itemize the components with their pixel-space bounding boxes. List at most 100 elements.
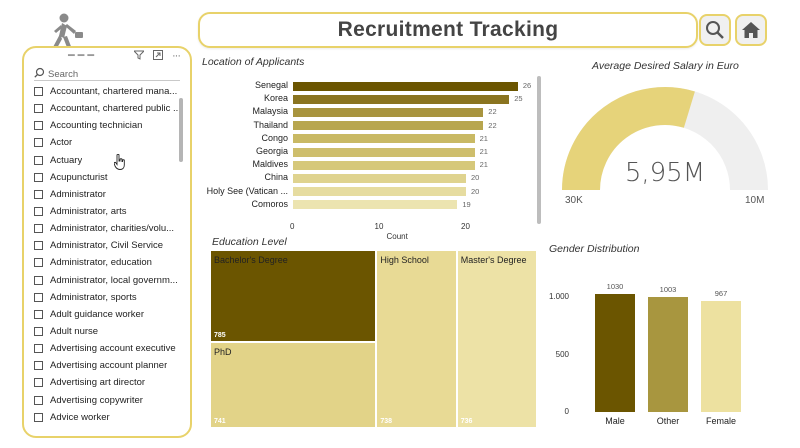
slicer-item[interactable]: Actor xyxy=(34,134,182,151)
slicer-checkbox[interactable] xyxy=(34,395,43,405)
location-bar xyxy=(293,200,458,210)
location-value-label: 21 xyxy=(479,133,488,143)
slicer-checkbox[interactable] xyxy=(34,207,43,217)
slicer-checkbox[interactable] xyxy=(34,361,43,371)
slicer-item[interactable]: Accountant, chartered public ... xyxy=(34,100,182,117)
slicer-checkbox[interactable] xyxy=(34,292,43,302)
slicer-scrollbar[interactable] xyxy=(179,98,183,162)
salary-gauge-title: Average Desired Salary in Euro xyxy=(592,60,739,72)
treemap-cell[interactable]: PhD 741 xyxy=(210,341,377,428)
location-category-label: Comoros xyxy=(251,198,288,209)
location-chart-title: Location of Applicants xyxy=(202,56,305,68)
slicer-item[interactable]: Advertising copywriter xyxy=(34,392,182,409)
search-button[interactable] xyxy=(699,14,731,46)
slicer-checkbox[interactable] xyxy=(34,327,43,337)
home-icon xyxy=(742,22,760,38)
slicer-item-label: Administrator, arts xyxy=(50,206,127,218)
more-options-icon[interactable]: ··· xyxy=(172,50,181,62)
slicer-checkbox[interactable] xyxy=(34,309,43,319)
slicer-checkbox[interactable] xyxy=(34,378,43,388)
location-value-label: 22 xyxy=(488,107,497,117)
home-button[interactable] xyxy=(735,14,767,46)
gender-category-label: Other xyxy=(656,416,680,426)
slicer-item[interactable]: Actuary xyxy=(34,152,182,169)
gender-axis-tick: 500 xyxy=(555,349,569,359)
location-bar xyxy=(293,187,466,197)
slicer-checkbox[interactable] xyxy=(34,241,43,251)
location-value-label: 22 xyxy=(488,120,497,130)
slicer-item[interactable]: Adult guidance worker xyxy=(34,306,182,323)
slicer-item[interactable]: Accounting technician xyxy=(34,117,182,134)
treemap-cell-value: 738 xyxy=(380,418,393,425)
treemap-cell[interactable]: High School 738 xyxy=(376,250,457,428)
location-category-label: Congo xyxy=(261,132,288,143)
slicer-checkbox[interactable] xyxy=(34,121,43,131)
location-bar-chart: Senegal 26 Korea 25 Malaysia 22 Thailand 22 Cong… xyxy=(202,76,542,246)
slicer-item[interactable]: Advertising account executive xyxy=(34,340,182,357)
treemap-cell-label: PhD xyxy=(214,346,232,357)
treemap-cell-value: 741 xyxy=(214,417,226,425)
slicer-item[interactable]: Advertising art director xyxy=(34,374,182,391)
treemap-cell-label: Master's Degree xyxy=(460,255,527,265)
treemap-cell[interactable]: Bachelor's Degree 785 xyxy=(210,250,377,342)
slicer-checkbox[interactable] xyxy=(34,344,43,354)
salary-gauge xyxy=(562,87,768,191)
filter-icon[interactable] xyxy=(132,50,146,63)
slicer-item-label: Acupuncturist xyxy=(50,171,108,183)
location-category-label: Malaysia xyxy=(252,106,288,117)
slicer-checkbox[interactable] xyxy=(34,224,43,234)
slicer-item[interactable]: Administrator, sports xyxy=(34,289,182,306)
location-value-label: 19 xyxy=(462,199,471,209)
slicer-search[interactable] xyxy=(34,67,180,81)
slicer-checkbox[interactable] xyxy=(34,412,43,422)
slicer-item[interactable]: Administrator xyxy=(34,186,182,203)
location-bar xyxy=(293,160,475,170)
location-chart-scrollbar[interactable] xyxy=(537,76,541,224)
location-value-label: 20 xyxy=(471,173,480,183)
location-bar xyxy=(293,94,510,104)
treemap-cell[interactable]: Master's Degree 736 xyxy=(456,250,537,428)
slicer-item[interactable]: Administrator, local governm... xyxy=(34,272,182,289)
job-title-list: Accountant, chartered mana... Accountant,… xyxy=(34,83,182,433)
slicer-item[interactable]: Administrator, charities/volu... xyxy=(34,220,182,237)
gender-axis-tick: 1.000 xyxy=(548,292,569,301)
gender-value-label: 1030 xyxy=(606,281,624,291)
slicer-checkbox[interactable] xyxy=(34,138,43,148)
slicer-checkbox[interactable] xyxy=(34,275,43,285)
gender-chart-title: Gender Distribution xyxy=(549,243,640,255)
slicer-checkbox[interactable] xyxy=(34,104,43,114)
search-icon xyxy=(34,67,45,78)
slicer-item[interactable]: Advice worker xyxy=(34,409,182,426)
focus-mode-icon[interactable] xyxy=(153,50,163,63)
gender-category-label: Male xyxy=(605,416,625,426)
slicer-header: ━ ━ ━ ··· xyxy=(24,50,190,64)
location-value-label: 21 xyxy=(479,160,488,170)
slicer-item-label: Administrator, education xyxy=(50,257,152,269)
location-value-label: 21 xyxy=(479,147,488,156)
slicer-item[interactable]: Adult nurse xyxy=(34,323,182,340)
slicer-item[interactable]: Acupuncturist xyxy=(34,169,182,186)
slicer-item[interactable]: Accountant, chartered mana... xyxy=(34,83,182,100)
slicer-item[interactable]: Administrator, Civil Service xyxy=(34,237,182,254)
slicer-drag-handle-icon[interactable]: ━ ━ ━ xyxy=(68,50,94,62)
slicer-checkbox[interactable] xyxy=(34,87,43,97)
treemap-cell-value: 736 xyxy=(460,418,473,425)
slicer-checkbox[interactable] xyxy=(34,155,43,165)
job-title-slicer[interactable]: ━ ━ ━ ··· Accountant, chartered mana...A… xyxy=(22,46,192,438)
slicer-item[interactable]: Administrator, education xyxy=(34,254,182,271)
treemap-cell-value: 785 xyxy=(214,331,226,339)
slicer-checkbox[interactable] xyxy=(34,258,43,268)
location-bar xyxy=(293,121,484,131)
slicer-item-label: Adult guidance worker xyxy=(50,308,144,320)
location-axis-tick: 10 xyxy=(374,222,384,231)
gauge-value: 5,95M xyxy=(624,158,706,188)
slicer-item[interactable]: Advertising account planner xyxy=(34,357,182,374)
slicer-checkbox[interactable] xyxy=(34,189,43,199)
location-category-label: Georgia xyxy=(255,146,288,156)
location-value-label: 25 xyxy=(514,94,523,104)
slicer-checkbox[interactable] xyxy=(34,172,43,182)
slicer-item[interactable]: Administrator, arts xyxy=(34,203,182,220)
gender-value-label: 1003 xyxy=(659,284,677,294)
slicer-item-label: Advertising copywriter xyxy=(50,394,143,406)
search-input[interactable] xyxy=(48,68,178,80)
